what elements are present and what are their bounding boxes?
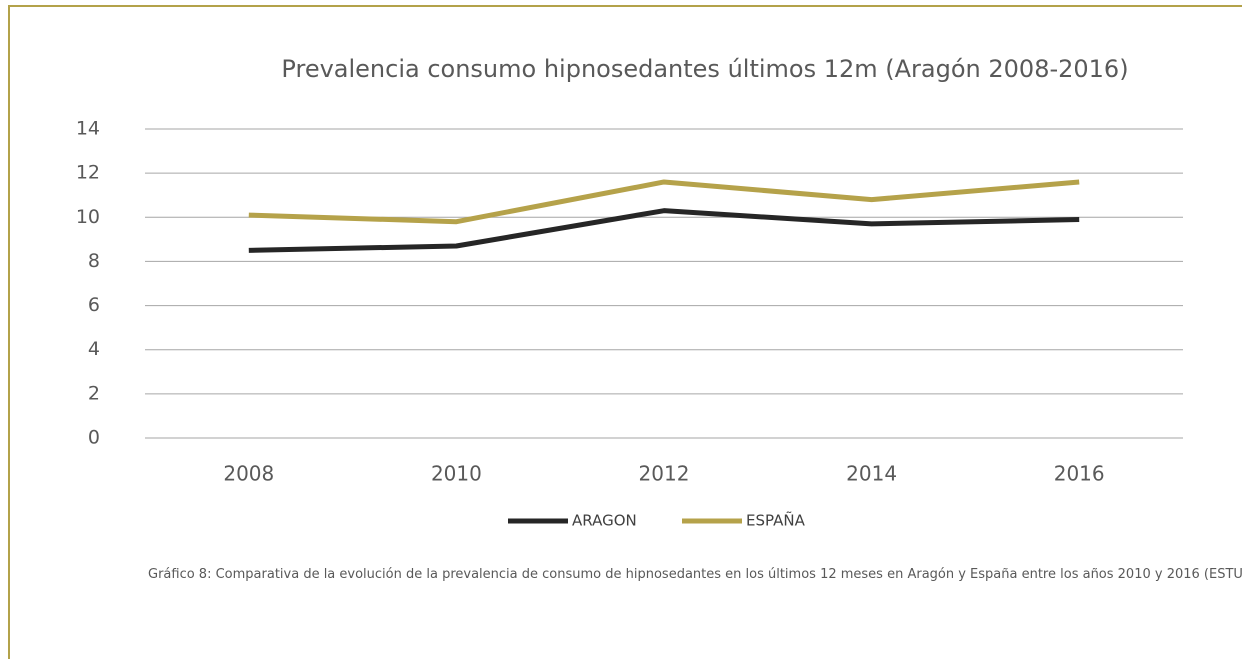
y-tick-label: 10: [76, 206, 100, 228]
x-tick-label: 2016: [1054, 462, 1105, 486]
x-tick-label: 2012: [639, 462, 690, 486]
y-tick-label: 2: [88, 382, 100, 404]
line-series: [248, 208, 1080, 253]
line-series: [248, 179, 1080, 225]
y-tick-label: 8: [88, 250, 100, 272]
y-tick-label: 14: [76, 118, 100, 140]
chart: Prevalencia consumo hipnosedantes último…: [76, 55, 1183, 530]
y-tick-label: 0: [88, 427, 100, 449]
x-tick-label: 2014: [846, 462, 897, 486]
frame: [8, 5, 1242, 659]
y-tick-label: 12: [76, 162, 100, 184]
legend-label: ESPAÑA: [746, 511, 806, 530]
y-tick-label: 4: [88, 338, 100, 360]
y-tick-label: 6: [88, 294, 100, 316]
x-tick-label: 2008: [223, 462, 274, 486]
legend-label: ARAGON: [572, 512, 637, 530]
caption: Gráfico 8: Comparativa de la evolución d…: [148, 567, 1242, 582]
chart-title: Prevalencia consumo hipnosedantes último…: [281, 55, 1128, 83]
x-tick-label: 2010: [431, 462, 482, 486]
